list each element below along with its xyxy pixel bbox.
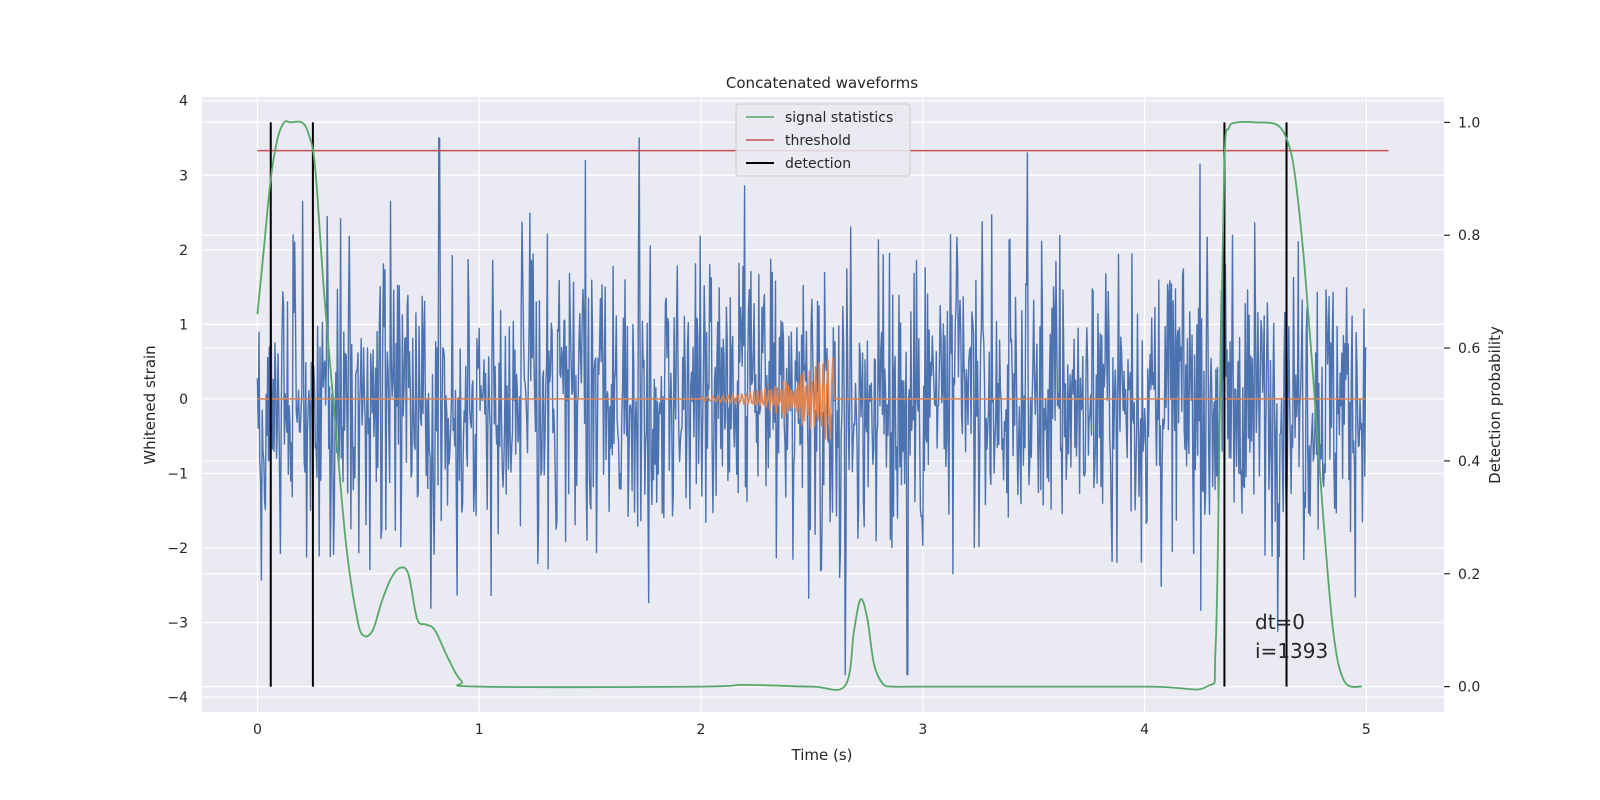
y-axis-left-ticks: 4 3 2 1 0 −1 −2 −3 −4	[167, 94, 188, 706]
legend-entry-threshold: threshold	[785, 133, 851, 149]
legend: signal statistics threshold detection	[735, 103, 911, 177]
y-left-tick-label: −4	[167, 690, 188, 706]
y-right-tick-label: 1.0	[1458, 115, 1480, 131]
strain-line	[256, 137, 1368, 676]
legend-box	[735, 103, 911, 177]
y-right-tick-label: 0.6	[1458, 341, 1480, 357]
y-axis-right-label: Detection probability	[1486, 326, 1504, 484]
x-tick-label: 1	[475, 722, 484, 738]
y-left-tick-label: 3	[179, 168, 188, 184]
y-left-tick-label: 2	[179, 243, 188, 259]
annotation-index: i=1393	[1255, 639, 1328, 663]
strain-series	[256, 137, 1368, 676]
y-axis-left-label: Whitened strain	[141, 345, 159, 464]
signal-statistics-series	[256, 120, 1363, 691]
injected-chirp-line	[257, 357, 1367, 440]
y-right-tick-label: 0.8	[1458, 228, 1480, 244]
y-left-tick-label: 0	[179, 392, 188, 408]
y-left-tick-label: 1	[179, 317, 188, 333]
signal-statistics-line	[256, 120, 1363, 691]
y-right-tick-label: 0.0	[1458, 680, 1480, 696]
chart-title: Concatenated waveforms	[726, 74, 918, 92]
legend-entry-detection: detection	[785, 156, 851, 172]
y-left-tick-label: −3	[167, 616, 188, 632]
y-right-tick-label: 0.2	[1458, 567, 1480, 583]
x-tick-label: 0	[253, 722, 262, 738]
annotation-dt: dt=0	[1255, 610, 1305, 634]
legend-entry-signal-statistics: signal statistics	[785, 110, 893, 126]
y-left-tick-label: 4	[179, 94, 188, 110]
x-tick-label: 5	[1362, 722, 1371, 738]
x-axis-label: Time (s)	[791, 746, 853, 764]
x-tick-label: 4	[1140, 722, 1149, 738]
x-tick-label: 3	[918, 722, 927, 738]
y-left-tick-label: −2	[167, 541, 188, 557]
y-left-tick-label: −1	[167, 466, 188, 482]
detection-series	[269, 122, 1288, 687]
x-axis-ticks: 0 1 2 3 4 5	[253, 722, 1371, 738]
injected-chirp-series	[257, 357, 1367, 440]
y-right-tick-label: 0.4	[1458, 454, 1480, 470]
y-axis-right-ticks: 1.0 0.8 0.6 0.4 0.2 0.0	[1444, 115, 1480, 696]
x-tick-label: 2	[697, 722, 706, 738]
